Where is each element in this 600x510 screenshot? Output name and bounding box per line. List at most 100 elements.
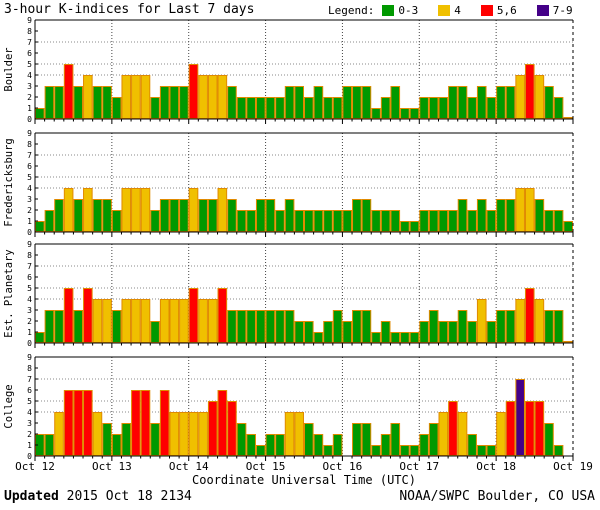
y-tick-label: 8 xyxy=(27,140,32,149)
x-tick-label: Oct 12 xyxy=(15,460,55,473)
y-tick-label: 4 xyxy=(27,71,32,80)
y-tick-label: 3 xyxy=(27,306,32,315)
legend-item-4: 4 xyxy=(438,4,461,17)
k-bar xyxy=(102,199,112,232)
k-bar xyxy=(419,321,429,343)
y-tick-label: 8 xyxy=(27,27,32,36)
k-bar xyxy=(505,199,516,232)
y-tick-label: 1 xyxy=(27,328,32,337)
k-bar xyxy=(35,221,45,232)
k-bar xyxy=(140,390,151,456)
k-bar xyxy=(476,86,487,119)
x-tick-label: Oct 19 xyxy=(553,460,593,473)
y-tick-label: 5 xyxy=(27,397,32,406)
k-bar xyxy=(121,423,132,456)
k-bar xyxy=(332,97,343,119)
y-tick-label: 0 xyxy=(27,228,32,237)
k-bar xyxy=(313,86,324,119)
y-tick-label: 6 xyxy=(27,49,32,58)
k-bar xyxy=(159,390,170,456)
k-bar xyxy=(188,412,199,456)
k-bar xyxy=(544,423,554,456)
y-tick-label: 6 xyxy=(27,386,32,395)
k-bar xyxy=(217,390,228,456)
k-bar xyxy=(332,310,343,343)
k-bar xyxy=(44,86,55,119)
y-tick-label: 4 xyxy=(27,184,32,193)
k-bar xyxy=(515,188,525,232)
k-bar xyxy=(54,199,64,232)
y-tick-label: 0 xyxy=(27,452,32,461)
k-bar xyxy=(524,401,535,456)
k-bar xyxy=(236,423,247,456)
k-bar xyxy=(217,288,228,343)
k-bar xyxy=(323,445,333,456)
k-bar xyxy=(179,86,189,119)
k-bar xyxy=(265,434,276,456)
k-bar xyxy=(111,434,122,456)
k-bar xyxy=(255,445,266,456)
k-bar xyxy=(515,75,525,119)
y-tick-label: 5 xyxy=(27,60,32,69)
k-bar xyxy=(505,310,516,343)
k-bar xyxy=(284,310,295,343)
k-bar xyxy=(236,210,247,232)
k-bar xyxy=(342,210,353,232)
k-bar xyxy=(131,188,141,232)
legend-item-7-9: 7-9 xyxy=(536,4,573,17)
k-bar xyxy=(553,210,564,232)
k-bar xyxy=(236,97,247,119)
y-tick-label: 5 xyxy=(27,173,32,182)
k-bar xyxy=(83,390,93,456)
k-bar xyxy=(304,97,314,119)
x-tick-label: Oct 14 xyxy=(169,460,209,473)
legend-swatch-icon xyxy=(438,5,451,16)
k-bar xyxy=(284,199,295,232)
legend-item-5,6: 5,6 xyxy=(480,4,517,17)
k-bar xyxy=(35,332,45,343)
k-bar xyxy=(198,75,208,119)
k-bar xyxy=(92,199,103,232)
k-bar xyxy=(140,75,151,119)
k-bar xyxy=(457,86,468,119)
k-bar xyxy=(448,86,458,119)
legend-item-label: 5,6 xyxy=(496,4,517,17)
k-bar xyxy=(92,299,103,343)
k-bar xyxy=(83,288,93,343)
k-bar xyxy=(227,310,237,343)
k-bar xyxy=(380,210,391,232)
k-bar xyxy=(102,299,112,343)
y-tick-label: 5 xyxy=(27,284,32,293)
k-bar xyxy=(54,310,64,343)
k-bar xyxy=(150,423,160,456)
k-bar xyxy=(563,221,574,232)
k-bar xyxy=(217,188,228,232)
k-bar xyxy=(409,332,420,343)
k-bar xyxy=(524,188,535,232)
y-tick-label: 4 xyxy=(27,295,32,304)
k-bar xyxy=(534,401,545,456)
k-bar xyxy=(409,445,420,456)
k-bar xyxy=(496,86,506,119)
y-tick-label: 9 xyxy=(27,129,32,138)
k-bar xyxy=(428,423,439,456)
k-bar xyxy=(332,210,343,232)
legend-label: Legend: xyxy=(328,4,375,17)
k-bar xyxy=(294,412,304,456)
k-bar xyxy=(265,97,276,119)
updated-label: Updated xyxy=(4,489,59,504)
updated-value: 2015 Oct 18 2134 xyxy=(58,489,192,504)
k-bar xyxy=(102,423,112,456)
y-tick-label: 7 xyxy=(27,38,32,47)
k-bar xyxy=(332,434,343,456)
k-bar xyxy=(44,210,55,232)
k-bar xyxy=(438,321,449,343)
k-bar xyxy=(275,434,285,456)
y-tick-label: 8 xyxy=(27,251,32,260)
k-bar xyxy=(131,75,141,119)
k-bar xyxy=(150,321,160,343)
k-bar xyxy=(294,86,304,119)
k-bar xyxy=(544,86,554,119)
legend-item-label: 7-9 xyxy=(552,4,573,17)
k-bar xyxy=(246,210,256,232)
